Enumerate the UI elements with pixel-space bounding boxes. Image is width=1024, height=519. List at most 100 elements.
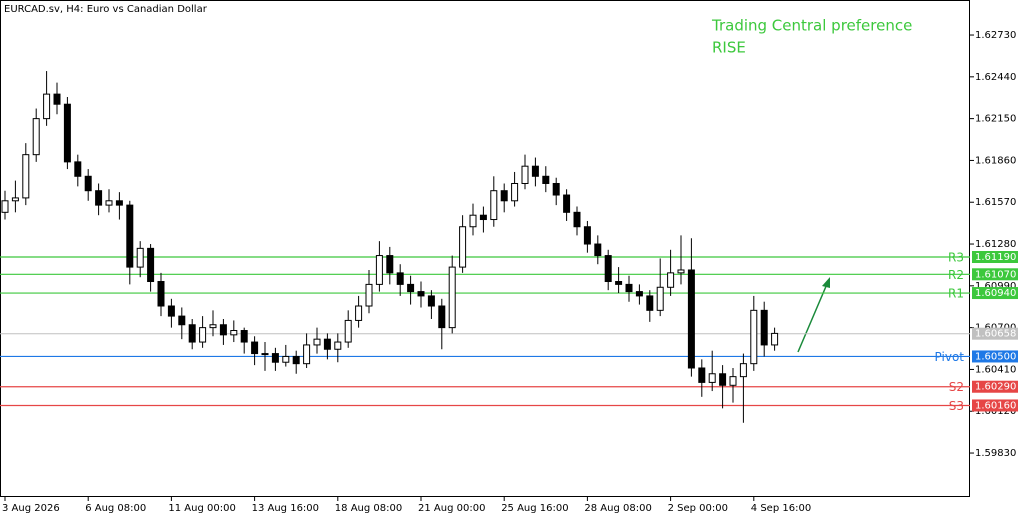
y-tick-label: 1.62440 [975,72,1016,83]
level-name: S2 [949,380,964,394]
candle-body [760,309,768,346]
candle-body [750,309,758,365]
y-tick-label: 1.62730 [975,30,1016,41]
candle-body [209,324,217,329]
y-tick-label: 1.59830 [975,448,1016,459]
candle-body [32,118,40,156]
candle-body [334,341,342,350]
level-box [972,251,1018,264]
candle-body [511,182,519,202]
level-name: R1 [948,287,964,301]
candle-body [573,211,581,228]
x-tick-label: 28 Aug 08:00 [584,503,651,514]
candle-body [63,103,71,163]
plot-frame [0,0,970,497]
y-tick-label: 1.60120 [975,406,1016,417]
x-tick-label: 11 Aug 00:00 [168,503,235,514]
x-tick-label: 3 Aug 2026 [2,503,60,514]
level-box [972,268,1018,281]
x-tick-label: 25 Aug 16:00 [501,503,568,514]
arrow-head [822,277,830,288]
level-box [972,287,1018,300]
candle-body [771,332,779,346]
candle-body [230,330,238,336]
level-label: 1.60160 [975,400,1016,411]
candle-body [583,226,591,245]
level-label: 1.60500 [975,351,1016,362]
level-name: R3 [948,251,964,265]
candle-body [105,200,113,206]
candle-body [178,315,186,326]
y-tick-label: 1.61280 [975,239,1016,250]
candle-body [594,243,602,257]
candle-body [459,226,467,268]
candle-body [43,93,51,120]
level-label: 1.60940 [975,288,1016,299]
candle-body [199,327,207,343]
candle-body [147,247,155,283]
x-tick-label: 21 Aug 00:00 [418,503,485,514]
candle-body [251,341,259,355]
candle-body [375,255,383,285]
candle-body [542,175,550,184]
chart-title: EURCAD.sv, H4: Euro vs Canadian Dollar [4,4,208,15]
candle-body [271,353,279,363]
candle-body [729,376,737,386]
candle-body [615,281,623,285]
annotation: Trading Central preference [711,17,912,35]
candle-body [656,286,664,311]
y-tick-label: 1.61570 [975,197,1016,208]
candle-body [687,269,695,369]
level-box [972,350,1018,363]
level-label: 1.61190 [975,252,1016,263]
candle-body [490,190,498,221]
candle-body [739,363,747,378]
candle-body [313,338,321,346]
candle-body [698,367,706,383]
level-name: R2 [948,268,964,282]
candle-body [469,214,477,228]
candle-body [53,93,61,105]
candle-body [303,344,311,365]
candle-body [479,214,487,221]
candle-body [74,161,82,177]
candle-body [448,266,456,329]
candle-body [188,324,196,343]
level-label: 1.60290 [975,382,1016,393]
level-label: 1.61070 [975,269,1016,280]
candle-body [563,194,571,213]
candle-body [344,319,352,343]
candle-body [22,154,30,199]
candle-body [84,175,92,192]
candle-body [136,247,144,268]
candle-body [240,330,248,343]
arrow-shaft [797,283,828,353]
candle-body [708,373,716,383]
candle-body [219,324,227,336]
level-box [972,380,1018,393]
candle-body [635,291,643,297]
candle-body [282,355,290,363]
y-tick-label: 1.61860 [975,155,1016,166]
candle-body [396,272,404,285]
candle-body [500,190,508,202]
candle-body [625,283,633,293]
candle-body [438,305,446,329]
candle-body [11,197,19,202]
candle-body [126,204,134,268]
candle-body [115,200,123,206]
x-tick-label: 18 Aug 08:00 [335,503,402,514]
candle-body [167,305,175,317]
x-tick-label: 2 Sep 00:00 [668,503,728,514]
candle-body [386,255,394,274]
y-tick-label: 1.60990 [975,281,1016,292]
candle-body [552,182,560,196]
x-tick-label: 13 Aug 16:00 [252,503,319,514]
candle-body [292,355,300,365]
candle-body [667,272,675,288]
candle-body [1,200,9,213]
level-name: S3 [949,399,964,413]
candle-body [355,305,363,321]
candle-body [417,291,425,297]
